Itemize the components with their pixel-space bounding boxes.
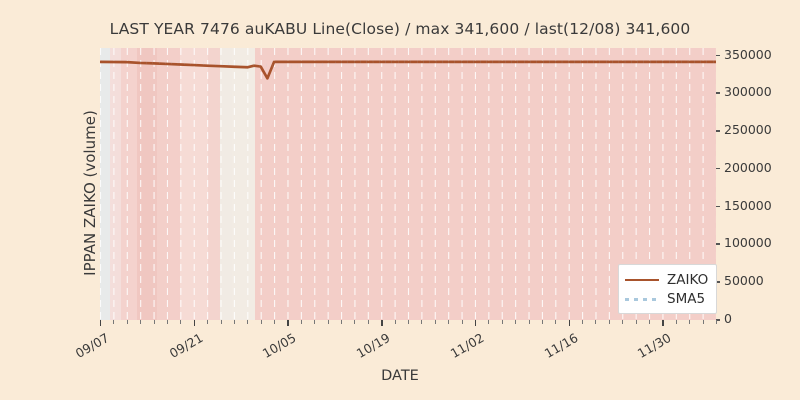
- x-minor-tick: [354, 320, 356, 324]
- x-minor-tick: [408, 320, 409, 324]
- x-minor-tick: [421, 320, 423, 324]
- x-tick-label: 10/19: [353, 330, 393, 362]
- x-minor-tick: [582, 320, 584, 324]
- x-minor-tick: [488, 320, 490, 324]
- x-minor-tick: [394, 320, 396, 324]
- series-line-zaiko: [100, 60, 716, 80]
- x-minor-tick: [595, 320, 597, 324]
- x-axis: 09/07 09/21 10/05 10/19 11/02 11/16 11/30: [73, 320, 717, 380]
- x-minor-tick: [675, 320, 677, 324]
- x-minor-tick: [608, 320, 610, 324]
- x-tick-label: 11/30: [635, 330, 674, 362]
- x-major-tick: [474, 320, 477, 326]
- y-tick-label: 100000: [724, 235, 772, 251]
- x-minor-tick: [434, 320, 436, 324]
- y-tick-mark: [716, 92, 720, 94]
- y-tick-mark: [716, 281, 720, 283]
- sma5-line-swatch-icon: [625, 293, 659, 305]
- x-minor-tick: [300, 320, 302, 324]
- x-tick-label: 09/07: [72, 330, 112, 362]
- x-minor-tick: [367, 320, 369, 324]
- x-major-tick: [662, 320, 664, 326]
- legend-item-sma5[interactable]: SMA5: [625, 289, 708, 308]
- x-minor-tick: [341, 320, 343, 324]
- x-minor-tick: [153, 320, 155, 324]
- x-minor-tick: [635, 320, 637, 324]
- y-tick-mark: [716, 205, 720, 208]
- legend-label-sma5: SMA5: [667, 290, 706, 307]
- background-band: [207, 48, 221, 320]
- x-axis-title: DATE: [381, 368, 419, 384]
- x-minor-tick: [207, 320, 209, 324]
- x-minor-tick: [260, 320, 262, 324]
- x-minor-tick: [501, 320, 503, 324]
- background-band: [120, 48, 137, 320]
- x-minor-tick: [528, 320, 530, 324]
- x-minor-tick: [247, 320, 249, 324]
- x-major-tick: [381, 320, 383, 326]
- background-band: [232, 48, 256, 320]
- chart-legend[interactable]: ZAIKO SMA5: [618, 264, 718, 314]
- background-band: [100, 48, 110, 320]
- x-minor-tick: [113, 320, 115, 324]
- x-minor-tick: [274, 320, 276, 324]
- x-minor-tick: [702, 320, 704, 324]
- y-tick-label: 350000: [724, 46, 772, 62]
- y-tick-label: 0: [724, 311, 732, 326]
- zaiko-line-swatch-icon: [625, 274, 659, 286]
- x-minor-tick: [327, 320, 329, 324]
- x-major-tick: [100, 320, 102, 326]
- y-tick-mark: [716, 130, 720, 132]
- x-minor-tick: [448, 320, 450, 324]
- series-layer: [100, 60, 716, 80]
- x-minor-tick: [166, 320, 168, 324]
- x-tick-label: 09/21: [166, 330, 206, 362]
- x-minor-tick: [541, 320, 543, 324]
- x-minor-tick: [555, 320, 557, 324]
- x-tick-label: 10/05: [260, 330, 299, 362]
- x-major-tick: [568, 320, 571, 326]
- x-minor-tick: [140, 320, 142, 324]
- background-band: [109, 48, 121, 320]
- y-tick-label: 50000: [724, 273, 764, 289]
- y-axis-right: 0 50000 100000 150000 200000 250000 300000 3500…: [716, 46, 800, 326]
- x-minor-tick: [515, 320, 517, 324]
- x-tick-label: 11/02: [447, 330, 487, 362]
- y-tick-label: 200000: [724, 159, 772, 175]
- background-band: [136, 48, 157, 320]
- x-minor-tick: [314, 320, 316, 324]
- x-minor-tick: [461, 320, 463, 324]
- x-minor-tick: [126, 320, 128, 324]
- y-tick-label: 250000: [724, 122, 772, 138]
- x-minor-tick: [689, 320, 691, 324]
- x-minor-tick: [649, 320, 651, 324]
- y-tick-label: 300000: [724, 84, 772, 100]
- y-tick-label: 150000: [724, 197, 772, 213]
- y-tick-mark: [716, 167, 720, 170]
- x-minor-tick: [220, 320, 222, 324]
- x-tick-label: 11/16: [541, 330, 581, 362]
- x-minor-tick: [233, 320, 235, 324]
- chart-title: LAST YEAR 7476 auKABU Line(Close) / max …: [109, 20, 691, 38]
- x-minor-tick: [180, 320, 182, 324]
- y-tick-mark: [716, 243, 720, 245]
- x-major-tick: [193, 320, 196, 326]
- x-minor-tick: [622, 320, 624, 324]
- y-tick-mark: [716, 54, 720, 57]
- legend-item-zaiko[interactable]: ZAIKO: [625, 270, 708, 289]
- x-minor-tick: [716, 320, 717, 324]
- legend-label-zaiko: ZAIKO: [667, 271, 709, 288]
- background-band: [220, 48, 233, 320]
- background-band: [156, 48, 181, 320]
- y-tick-mark: [716, 319, 720, 321]
- y-axis-title: IPPAN ZAIKO (volume): [81, 110, 99, 276]
- x-major-tick: [287, 320, 289, 326]
